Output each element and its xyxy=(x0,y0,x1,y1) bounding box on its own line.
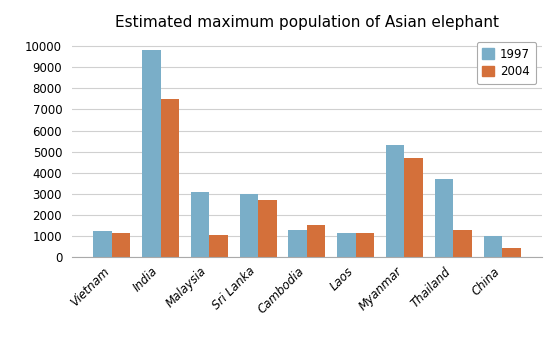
Bar xyxy=(435,179,453,257)
Bar xyxy=(502,247,520,257)
Bar xyxy=(356,233,374,257)
Bar xyxy=(210,235,228,257)
Bar xyxy=(93,231,112,257)
Bar xyxy=(337,233,356,257)
Bar xyxy=(483,236,502,257)
Legend: 1997, 2004: 1997, 2004 xyxy=(477,42,536,84)
Bar xyxy=(386,145,404,257)
Bar xyxy=(404,158,423,257)
Bar xyxy=(453,230,472,257)
Bar xyxy=(160,99,179,257)
Bar xyxy=(258,200,276,257)
Bar xyxy=(288,230,307,257)
Bar xyxy=(307,225,326,257)
Title: Estimated maximum population of Asian elephant: Estimated maximum population of Asian el… xyxy=(115,15,499,30)
Bar xyxy=(191,192,210,257)
Bar xyxy=(142,50,160,257)
Bar xyxy=(112,233,131,257)
Bar xyxy=(239,194,258,257)
